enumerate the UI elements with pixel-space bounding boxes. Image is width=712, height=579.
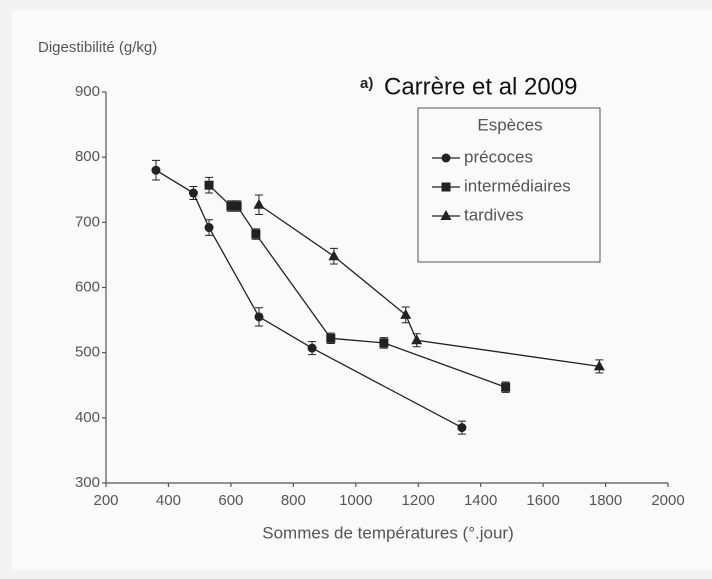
marker bbox=[188, 188, 198, 198]
x-tick-label: 1800 bbox=[589, 492, 622, 509]
marker bbox=[251, 229, 261, 239]
marker bbox=[253, 198, 265, 209]
marker bbox=[379, 338, 389, 348]
y-tick-label: 600 bbox=[75, 278, 100, 295]
marker bbox=[457, 423, 467, 433]
annotation-label: a) bbox=[360, 75, 373, 92]
annotation: Carrère et al 2009 bbox=[384, 73, 577, 100]
y-tick-label: 500 bbox=[75, 344, 100, 361]
legend-label: précoces bbox=[464, 147, 533, 166]
x-tick-label: 1400 bbox=[464, 492, 497, 509]
legend-marker bbox=[441, 182, 451, 192]
legend-box bbox=[417, 107, 601, 263]
marker bbox=[226, 201, 236, 211]
legend-title: Espèces bbox=[477, 115, 542, 134]
marker bbox=[326, 333, 336, 343]
marker bbox=[232, 201, 242, 211]
y-axis-label: Digestibilité (g/kg) bbox=[38, 39, 157, 56]
y-tick-label: 900 bbox=[75, 83, 100, 100]
marker bbox=[328, 250, 340, 261]
y-tick-label: 400 bbox=[75, 409, 100, 426]
y-tick-label: 300 bbox=[75, 474, 100, 491]
x-tick-label: 2000 bbox=[651, 492, 684, 509]
legend-marker bbox=[440, 210, 452, 220]
x-tick-label: 1000 bbox=[339, 492, 372, 509]
legend-label: intermédiaires bbox=[464, 176, 571, 195]
legend-label: tardives bbox=[464, 205, 524, 224]
marker bbox=[411, 334, 423, 345]
y-tick-label: 700 bbox=[75, 213, 100, 230]
x-tick-label: 1600 bbox=[526, 492, 559, 509]
y-tick-label: 800 bbox=[75, 148, 100, 165]
marker bbox=[501, 382, 511, 392]
marker bbox=[400, 308, 412, 319]
x-tick-label: 200 bbox=[93, 492, 118, 509]
marker bbox=[204, 223, 214, 233]
x-axis-label: Sommes de températures (°.jour) bbox=[262, 523, 514, 542]
marker bbox=[593, 360, 605, 371]
legend-marker bbox=[441, 153, 451, 163]
marker bbox=[204, 180, 214, 190]
marker bbox=[307, 343, 317, 353]
marker bbox=[254, 312, 264, 322]
figure-area bbox=[12, 10, 712, 570]
x-tick-label: 600 bbox=[218, 492, 243, 509]
marker bbox=[151, 165, 161, 175]
x-tick-label: 800 bbox=[281, 492, 306, 509]
series-line bbox=[155, 169, 463, 429]
x-tick-label: 1200 bbox=[402, 492, 435, 509]
x-tick-label: 400 bbox=[156, 492, 181, 509]
